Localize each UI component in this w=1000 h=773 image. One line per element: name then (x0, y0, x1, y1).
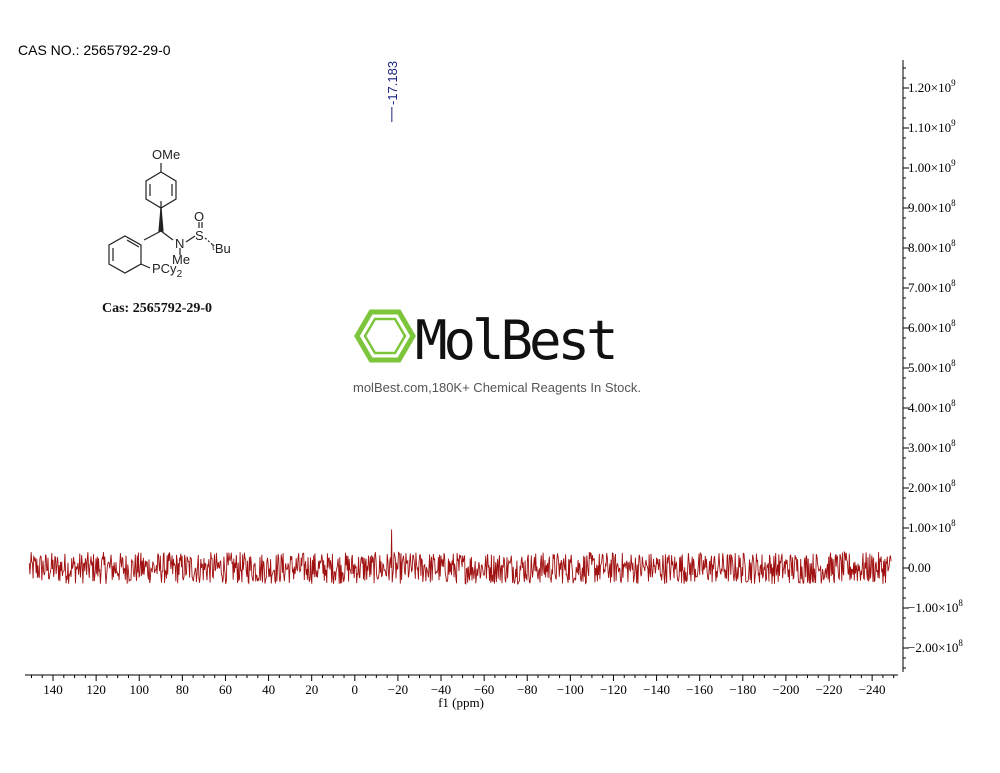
y-tick-label: 2.00×108 (908, 478, 956, 495)
x-tick-label: −60 (474, 682, 494, 697)
x-tick-label: −180 (729, 682, 756, 697)
brand-name: MolBest (415, 309, 615, 372)
axes: 140 120 100 80 60 40 20 0 −20 −40 −60 −80 −100 −120 −1… (25, 60, 963, 697)
wedge-bond (158, 207, 164, 232)
x-tick-label: −140 (643, 682, 670, 697)
x-tick-label: 120 (86, 682, 106, 697)
x-tick-label: −240 (859, 682, 886, 697)
tbu-label: ᵗBu (212, 241, 231, 256)
spectrum-trace (28, 529, 892, 585)
methoxy-label: OMe (152, 147, 180, 162)
x-tick-label: −20 (388, 682, 408, 697)
sulfur-label: S (195, 228, 204, 243)
y-tick-label: −2.00×108 (908, 638, 963, 655)
x-tick-label: 60 (219, 682, 232, 697)
hexagon-logo-icon (354, 309, 416, 363)
nitrogen-label: N (175, 236, 184, 251)
x-tick-label: −160 (686, 682, 713, 697)
peak-labels: -17.183 (385, 61, 400, 122)
y-tick-label: 7.00×108 (908, 278, 956, 295)
y-tick-label: 0.00 (908, 560, 931, 575)
x-tick-label: 0 (352, 682, 359, 697)
x-tick-label: −220 (816, 682, 843, 697)
molbest-watermark: MolBest molBest.com,180K+ Chemical Reage… (353, 309, 641, 395)
cas-header: CAS NO.: 2565792-29-0 (18, 42, 171, 58)
x-tick-label: 20 (305, 682, 318, 697)
structure-labels: OMe N Me S O ᵗBu PCy2 Cas: 2565792-29-0 (102, 147, 231, 316)
y-tick-label: 1.00×109 (908, 158, 956, 175)
x-tick-label: −40 (431, 682, 451, 697)
x-axis-label: f1 (ppm) (438, 695, 484, 710)
x-tick-label: 100 (129, 682, 149, 697)
y-tick-label: 6.00×108 (908, 318, 956, 335)
spectrum-line (28, 529, 892, 585)
x-tick-label: −80 (517, 682, 537, 697)
peak-label: -17.183 (385, 61, 400, 105)
y-tick-label: −1.00×108 (908, 598, 963, 615)
aryl-ring (108, 235, 142, 274)
x-tick-label: 140 (43, 682, 63, 697)
n-methyl-label: Me (172, 252, 190, 267)
y-tick-label: 1.20×109 (908, 78, 956, 95)
y-tick-label: 8.00×108 (908, 238, 956, 255)
y-tick-label: 5.00×108 (908, 358, 956, 375)
y-tick-label: 1.10×109 (908, 118, 956, 135)
x-tick-label: −200 (772, 682, 799, 697)
y-tick-label: 4.00×108 (908, 398, 956, 415)
y-tick-label: 3.00×108 (908, 438, 956, 455)
y-tick-label: 1.00×108 (908, 518, 956, 535)
y-tick-label: 9.00×108 (908, 198, 956, 215)
x-tick-label: −120 (600, 682, 627, 697)
structure-cas-caption: Cas: 2565792-29-0 (102, 301, 212, 316)
pcy-label: PCy2 (152, 261, 183, 280)
brand-tagline: molBest.com,180K+ Chemical Reagents In S… (353, 380, 641, 395)
x-tick-label: 40 (262, 682, 275, 697)
chemical-structure (108, 163, 215, 274)
x-tick-label: 80 (176, 682, 189, 697)
oxygen-label: O (194, 209, 204, 224)
x-tick-label: −100 (557, 682, 584, 697)
